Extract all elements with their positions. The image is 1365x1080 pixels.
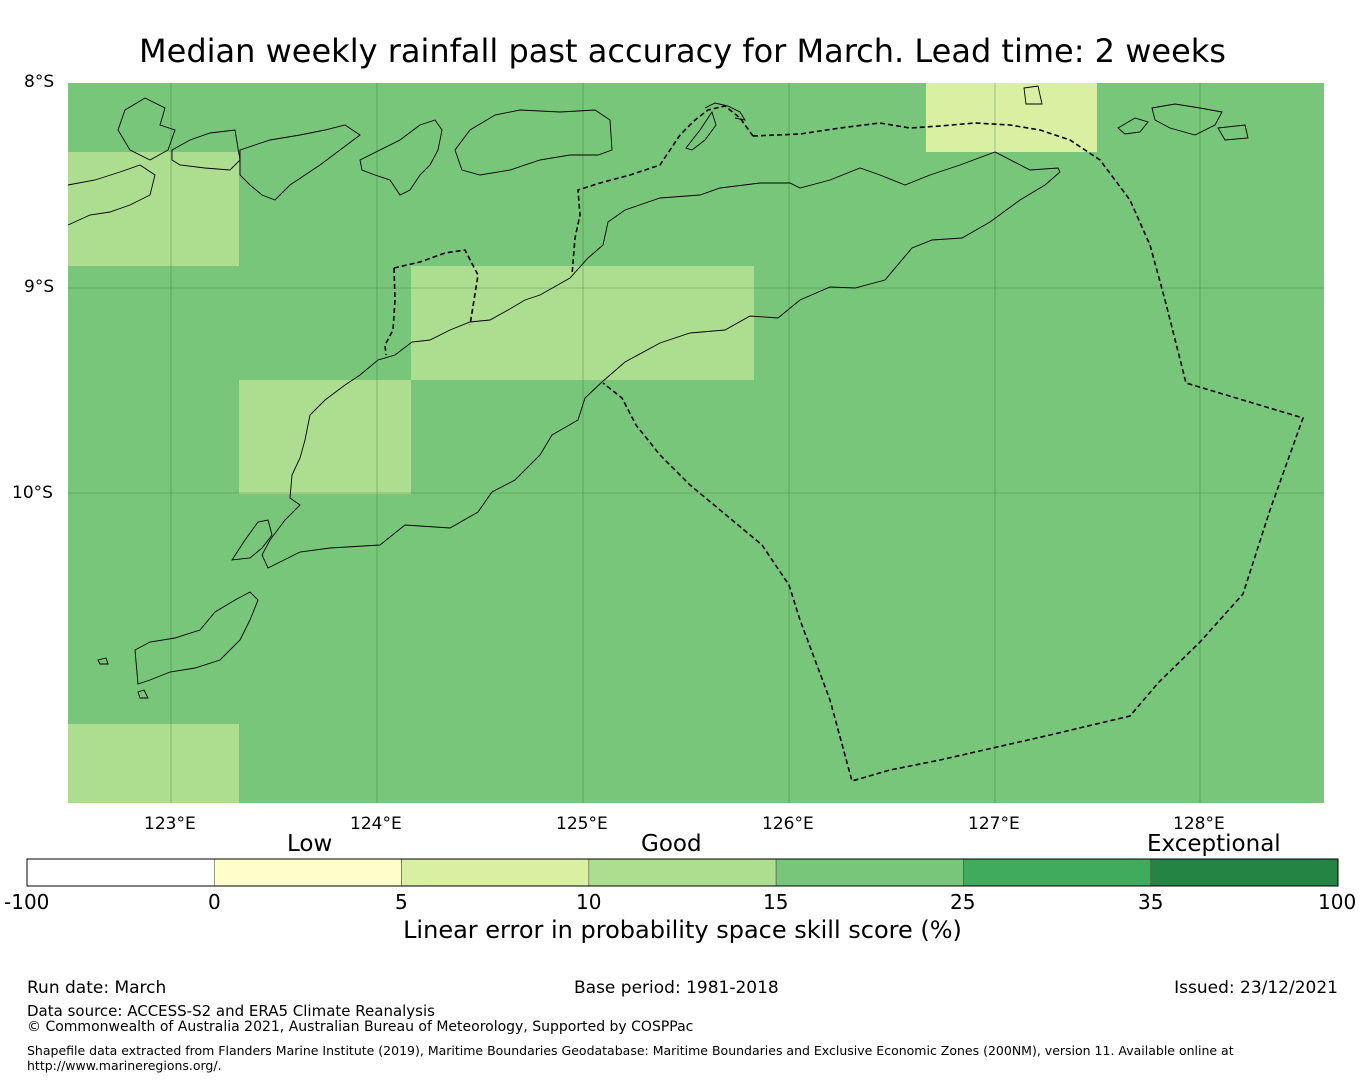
lat-label: 9°S (24, 277, 55, 297)
grid-cell-10-15 (411, 266, 754, 380)
lembata-coastline (117, 97, 176, 161)
data-source: Data source: ACCESS-S2 and ERA5 Climate … (27, 1002, 435, 1020)
oecusse-boundary-west (384, 267, 396, 356)
moa-coastline (1151, 103, 1223, 136)
lakor-coastline (1217, 124, 1249, 141)
sawu-coastline (134, 591, 259, 685)
eez-boundary-east (602, 122, 1305, 782)
rote-coastline (231, 519, 273, 561)
lon-label: 127°E (968, 814, 1020, 834)
issued-date: Issued: 23/12/2021 (1174, 978, 1338, 998)
flores-west-coastline (67, 164, 156, 226)
timor-coastline (261, 151, 1061, 569)
eez-boundary-north (571, 105, 754, 276)
colorbar-tick: 5 (395, 890, 408, 914)
graticule (68, 83, 1324, 803)
shapefile-url: http://www.marineregions.org/. (27, 1058, 222, 1073)
atauro-coastline (685, 110, 717, 151)
colorbar-tick: 15 (763, 890, 789, 914)
wetar-coastline (454, 109, 613, 176)
legend-category-low: Low (287, 831, 333, 857)
lon-label: 125°E (556, 814, 608, 834)
oecusse-boundary (393, 249, 479, 326)
flores-coastline (171, 129, 241, 171)
colorbar-tick: 35 (1138, 890, 1164, 914)
colorbar-axis-label: Linear error in probability space skill … (403, 916, 962, 944)
islet (137, 689, 149, 699)
grid-cell-10-15 (68, 152, 239, 266)
maritime-boundaries (384, 105, 1305, 782)
map-title: Median weekly rainfall past accuracy for… (139, 32, 1226, 70)
base-period: Base period: 1981-2018 (574, 978, 779, 998)
lon-label: 124°E (350, 814, 402, 834)
lon-label: 123°E (144, 814, 196, 834)
kisar-coastline (1023, 85, 1043, 105)
grid-cell-10-15 (239, 380, 411, 494)
grid-cell-10-15 (68, 724, 239, 803)
colorbar-tick: 0 (208, 890, 221, 914)
leti-coastline (1117, 117, 1149, 135)
colorbar-tick: 100 (1318, 890, 1357, 914)
lat-label: 8°S (24, 72, 55, 92)
legend-category-exceptional: Exceptional (1147, 831, 1281, 857)
coastlines (67, 85, 1249, 699)
legend-category-good: Good (641, 831, 702, 857)
islet (97, 657, 109, 665)
lat-label: 10°S (12, 483, 53, 503)
colorbar-tick: -100 (4, 890, 50, 914)
run-date: Run date: March (27, 978, 167, 998)
solor-coastline (239, 124, 361, 201)
shapefile-credit: Shapefile data extracted from Flanders M… (27, 1043, 1234, 1058)
lon-label: 128°E (1173, 814, 1225, 834)
colorbar-tick: 10 (576, 890, 602, 914)
copyright: © Commonwealth of Australia 2021, Austra… (27, 1019, 694, 1035)
alor-coastline (359, 119, 443, 196)
atauro-top (704, 102, 746, 121)
lon-label: 126°E (762, 814, 814, 834)
colorbar-tick: 25 (950, 890, 976, 914)
grid-cell-5-10 (926, 83, 1097, 152)
